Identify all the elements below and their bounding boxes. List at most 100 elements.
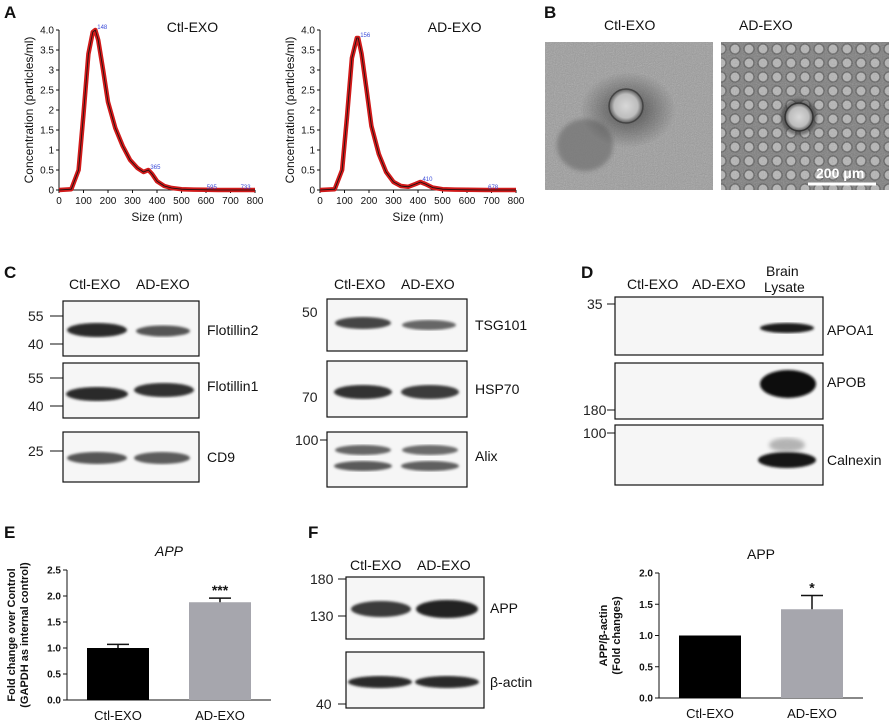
bar-e-y-tick-label: 2.5 <box>47 566 61 577</box>
nta-ctl-x-tick-label: 100 <box>75 196 92 207</box>
bar-e-ylabel: Fold change over Control <box>6 568 18 701</box>
blot-apob: 180 APOB <box>583 362 866 420</box>
nta-ad-x-tick-label: 300 <box>385 196 402 207</box>
nta-ad-series-band <box>319 35 516 193</box>
bar-chart-e: 0.0 0.5 1.0 1.5 2.0 2.5 Ctl-EXO *** AD-EXO APP Fol… <box>6 543 271 723</box>
mw-beta-actin: 40 <box>316 696 332 712</box>
bar-f-y-tick-label: 1.0 <box>639 631 653 642</box>
nta-ctl-y-tick-label: 2.5 <box>40 86 54 97</box>
nta-ctl-y-tick-label: 0 <box>48 186 54 197</box>
bar-f-y-tick-label: 0.0 <box>639 694 653 705</box>
bar-e-x-label: AD-EXO <box>195 708 245 723</box>
nta-ctl-y-tick-label: 2 <box>48 106 54 117</box>
nta-ad-y-tick-label: 4.0 <box>301 26 315 37</box>
bar-e-y-tick-label: 0.5 <box>47 670 61 681</box>
blot-label-cd9: CD9 <box>207 449 235 465</box>
nta-ctl-peak-label: 148 <box>97 25 108 31</box>
nta-ad-y-tick-label: 1.5 <box>301 126 315 137</box>
blot-f-lane-ad: AD-EXO <box>417 557 471 573</box>
blot-flotillin2: 55 40 Flotillin2 <box>28 300 259 357</box>
nta-ctl-y-tick-label: 3.5 <box>40 46 54 57</box>
nta-chart-ctl: 0 100 200 300 400 500 600 700 800 0 0.5 1 1.5 2 2.5 3 3.… <box>22 19 264 224</box>
nta-ad-series-line <box>319 37 516 191</box>
nta-ctl-x-tick-label: 700 <box>222 196 239 207</box>
nta-ad-y-tick-label: 2 <box>309 106 315 117</box>
bar-f-x-label: AD-EXO <box>787 706 837 721</box>
panel-letter-d: D <box>581 263 593 282</box>
nta-ad-y-tick-label: 3.5 <box>301 46 315 57</box>
nta-ad-x-tick-label: 500 <box>434 196 451 207</box>
nta-ad-y-tick-label: 2.5 <box>301 86 315 97</box>
bar-e-title: APP <box>154 543 184 559</box>
nta-ctl-y-tick-label: 1 <box>48 146 54 157</box>
panel-letter-a: A <box>4 3 16 22</box>
nta-ad-y-tick-label: 1 <box>309 146 315 157</box>
blot-d-lane-brain: Brain <box>766 263 799 279</box>
bar-e-bar-ctl <box>87 648 149 700</box>
mw-flotillin1-top: 55 <box>28 370 44 386</box>
nta-ctl-xlabel: Size (nm) <box>131 210 182 224</box>
nta-ad-x-tick-label: 800 <box>508 196 525 207</box>
bar-e-y-tick-label: 0.0 <box>47 696 61 707</box>
blot-label-hsp70: HSP70 <box>475 381 520 397</box>
blot-apoa1: 35 APOA1 <box>587 296 874 356</box>
blot-d-lane-ctl: Ctl-EXO <box>627 276 678 292</box>
nta-ad-y-tick-label: 0 <box>309 186 315 197</box>
nta-ad-x-tick-label: 700 <box>483 196 500 207</box>
bar-f-y-tick-label: 0.5 <box>639 662 653 673</box>
nta-ad-y-tick-label: 0.5 <box>301 166 315 177</box>
mw-cd9: 25 <box>28 443 44 459</box>
mw-apoa1: 35 <box>587 296 603 312</box>
nta-ad-x-tick-label: 200 <box>361 196 378 207</box>
panel-letter-f: F <box>308 523 318 542</box>
nta-ctl-title: Ctl-EXO <box>167 19 218 35</box>
panel-letter-e: E <box>4 523 15 542</box>
blot-tsg101: 50 TSG101 <box>302 298 527 352</box>
bar-f-y-tick-label: 2.0 <box>639 569 653 580</box>
blot-label-flotillin1: Flotillin1 <box>207 378 259 394</box>
bar-f-bar-ad <box>781 609 843 698</box>
nta-ctl-peak-label: 733 <box>241 185 252 191</box>
blot-hsp70: 70 HSP70 <box>302 360 520 418</box>
blot-label-apoa1: APOA1 <box>827 322 874 338</box>
bar-f-ylabel: APP/β-actin <box>598 604 610 666</box>
bar-f-ylabel: (Fold changes) <box>611 596 623 675</box>
nta-ad-x-tick-label: 600 <box>459 196 476 207</box>
panel-letter-b: B <box>544 3 556 22</box>
nta-ad-x-tick-label: 100 <box>336 196 353 207</box>
mw-apob: 180 <box>583 402 607 418</box>
blot-cd9: 25 CD9 <box>28 431 235 483</box>
bar-f-y-tick-label: 1.5 <box>639 600 653 611</box>
nta-ctl-y-tick-label: 3 <box>48 66 54 77</box>
nta-ctl-x-tick-label: 0 <box>56 196 62 207</box>
nta-ctl-x-tick-label: 300 <box>124 196 141 207</box>
blot-d-lane-lysate: Lysate <box>764 279 805 295</box>
blot-c-lane-ctl-left: Ctl-EXO <box>69 276 120 292</box>
blot-c-lane-ad-left: AD-EXO <box>136 276 190 292</box>
tem-image-ctl <box>545 42 713 190</box>
bar-f-x-label: Ctl-EXO <box>686 706 734 721</box>
nta-ad-peak-label: 410 <box>422 177 433 183</box>
nta-ad-x-tick-label: 0 <box>317 196 323 207</box>
bar-f-significance: * <box>809 580 815 596</box>
nta-ad-y-tick-label: 3 <box>309 66 315 77</box>
bar-e-y-tick-label: 1.5 <box>47 618 61 629</box>
blot-label-calnexin: Calnexin <box>827 452 881 468</box>
tem-panel: Ctl-EXO AD-EXO 200 μm <box>545 17 889 190</box>
tem-label-ad: AD-EXO <box>739 17 793 33</box>
blot-flotillin1: 55 40 Flotillin1 <box>28 362 259 419</box>
bar-e-y-tick-label: 1.0 <box>47 644 61 655</box>
blot-label-alix: Alix <box>475 448 498 464</box>
blot-app: 180 130 APP <box>310 571 518 640</box>
blot-label-flotillin2: Flotillin2 <box>207 322 259 338</box>
blot-label-app: APP <box>490 600 518 616</box>
blot-calnexin: 100 Calnexin <box>583 424 881 486</box>
mw-flotillin2-bottom: 40 <box>28 336 44 352</box>
blot-panel-c: Ctl-EXO AD-EXO Ctl-EXO AD-EXO 55 40 Flot… <box>28 276 527 488</box>
bar-e-bar-ad <box>189 602 251 700</box>
nta-ctl-y-tick-label: 0.5 <box>40 166 54 177</box>
panel-letter-c: C <box>4 263 16 282</box>
mw-app-top: 180 <box>310 571 334 587</box>
nta-ctl-y-tick-label: 4.0 <box>40 26 54 37</box>
